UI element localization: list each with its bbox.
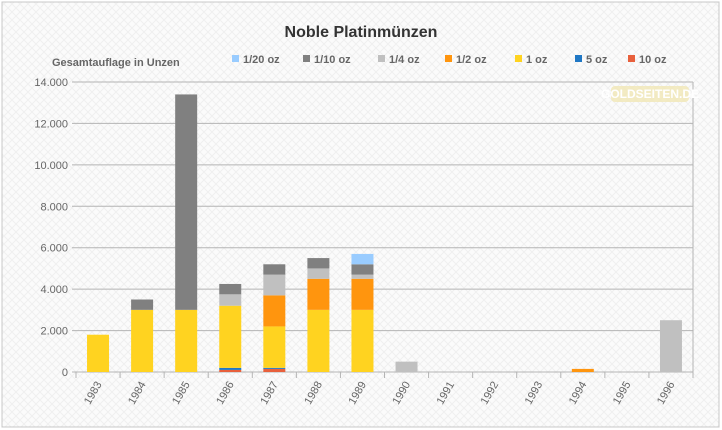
bar-segment-1-10-oz xyxy=(307,258,330,269)
legend-label: 1/2 oz xyxy=(456,54,487,66)
bar-segment-1-oz xyxy=(351,309,374,372)
legend-label: 1/10 oz xyxy=(314,54,351,66)
bar-segment-1-oz xyxy=(219,305,242,368)
bar-segment-10-oz xyxy=(219,369,242,372)
legend-swatch xyxy=(303,55,310,62)
bar-segment-1-4-oz xyxy=(659,320,682,372)
y-tick-label: 4.000 xyxy=(40,284,68,296)
bar-segment-1-10-oz xyxy=(219,283,242,295)
legend-swatch xyxy=(628,55,635,62)
watermark-text: GOLDSEITEN.DE xyxy=(601,87,699,101)
bar-segment-1-2-oz xyxy=(571,368,594,372)
bar-segment-10-oz xyxy=(263,368,286,372)
bar-segment-1-oz xyxy=(87,334,110,372)
bar-segment-1-4-oz xyxy=(219,294,242,306)
bar-segment-1-2-oz xyxy=(351,278,374,310)
legend: 1/20 oz 1/10 oz 1/4 oz 1/2 oz 1 oz 5 oz 10 oz xyxy=(232,54,667,66)
legend-swatch xyxy=(445,55,452,62)
chart-title: Noble Platinmünzen xyxy=(285,24,438,41)
bar-segment-1-2-oz xyxy=(307,278,330,310)
bar-segment-1-10-oz xyxy=(263,264,286,275)
y-tick-label: 10.000 xyxy=(34,160,68,172)
legend-label: 1 oz xyxy=(526,54,548,66)
y-tick-label: 14.000 xyxy=(34,77,68,89)
bars xyxy=(87,94,682,372)
bar-segment-1-20-oz xyxy=(351,253,374,265)
bar-segment-1-4-oz xyxy=(351,274,374,279)
legend-swatch xyxy=(232,55,239,62)
bar-segment-1-oz xyxy=(131,309,154,372)
legend-label: 5 oz xyxy=(586,54,608,66)
bar-segment-1-oz xyxy=(175,309,198,372)
legend-swatch xyxy=(515,55,522,62)
legend-label: 1/20 oz xyxy=(243,54,280,66)
bar-segment-1-oz xyxy=(263,326,286,368)
y-tick-label: 12.000 xyxy=(34,118,68,130)
legend-label: 10 oz xyxy=(639,54,667,66)
bar-segment-1-10-oz xyxy=(175,94,198,310)
legend-label: 1/4 oz xyxy=(389,54,420,66)
bar-segment-1-4-oz xyxy=(263,274,286,296)
y-axis-label: Gesamtauflage in Unzen xyxy=(52,57,180,69)
legend-swatch xyxy=(575,55,582,62)
y-tick-label: 6.000 xyxy=(40,243,68,255)
watermark: GOLDSEITEN.DE xyxy=(601,86,699,102)
bar-segment-1-4-oz xyxy=(307,268,330,279)
y-tick-label: 8.000 xyxy=(40,201,68,213)
bar-segment-1-10-oz xyxy=(131,299,154,310)
legend-swatch xyxy=(378,55,385,62)
y-tick-label: 2.000 xyxy=(40,326,68,338)
bar-segment-5-oz xyxy=(219,367,242,370)
bar-segment-1-4-oz xyxy=(395,361,418,372)
bar-segment-1-10-oz xyxy=(351,264,374,275)
bar-segment-5-oz xyxy=(263,367,286,369)
y-tick-label: 0 xyxy=(62,367,68,379)
bar-segment-1-oz xyxy=(307,309,330,372)
bar-segment-1-2-oz xyxy=(263,295,286,327)
